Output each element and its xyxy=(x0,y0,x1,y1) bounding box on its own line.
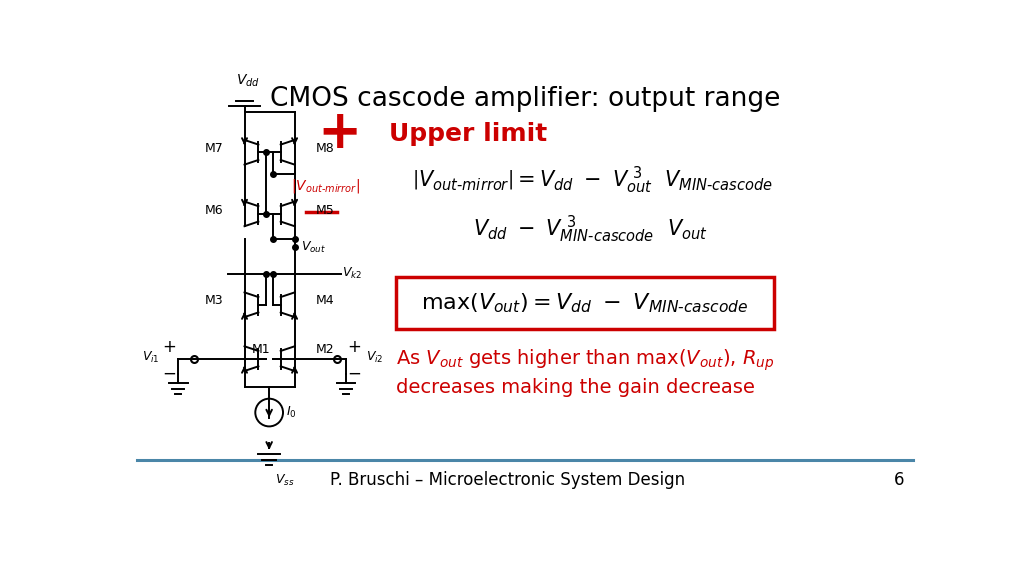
Text: $I_0$: $I_0$ xyxy=(286,405,297,420)
Text: $-$: $-$ xyxy=(162,363,176,381)
Text: Upper limit: Upper limit xyxy=(388,122,547,146)
Text: $+$: $+$ xyxy=(162,338,176,356)
Text: 6: 6 xyxy=(894,471,904,489)
Text: $\boldsymbol{+}$: $\boldsymbol{+}$ xyxy=(316,107,357,159)
Text: M1: M1 xyxy=(252,343,270,356)
Text: $V_{dd}$: $V_{dd}$ xyxy=(237,73,260,89)
Text: $-$: $-$ xyxy=(347,363,360,381)
Text: decreases making the gain decrease: decreases making the gain decrease xyxy=(396,378,755,397)
Text: $V_{out}$: $V_{out}$ xyxy=(301,240,326,255)
Text: $V_{i2}$: $V_{i2}$ xyxy=(367,350,384,365)
Text: $V_{dd}\ -\ V_{MIN\text{-} cascode}^{\ 3}\ \ V_{out}$: $V_{dd}\ -\ V_{MIN\text{-} cascode}^{\ 3… xyxy=(473,214,708,245)
Text: $|V_{out\text{-}mirror}|$: $|V_{out\text{-}mirror}|$ xyxy=(291,177,359,195)
Text: M2: M2 xyxy=(316,343,335,356)
Text: M5: M5 xyxy=(316,203,335,217)
Text: CMOS cascode amplifier: output range: CMOS cascode amplifier: output range xyxy=(269,86,780,112)
Text: M6: M6 xyxy=(205,203,223,217)
Text: $\left|V_{out\text{-} mirror}\right| = V_{dd}\ -\ V_{out}^{\ 3}\ \ V_{MIN\text{-: $\left|V_{out\text{-} mirror}\right| = V… xyxy=(412,164,773,196)
Text: $\mathrm{max}(V_{out}) = V_{dd}\ -\ V_{MIN\text{-} cascode}$: $\mathrm{max}(V_{out}) = V_{dd}\ -\ V_{M… xyxy=(421,291,749,315)
Text: M3: M3 xyxy=(205,294,223,308)
Text: As $V_{out}$ gets higher than max($V_{out}$), $R_{up}$: As $V_{out}$ gets higher than max($V_{ou… xyxy=(396,347,774,373)
Text: $V_{k2}$: $V_{k2}$ xyxy=(342,266,362,282)
Text: M4: M4 xyxy=(316,294,335,308)
Text: M7: M7 xyxy=(205,142,223,155)
Bar xyxy=(396,277,773,329)
Text: $+$: $+$ xyxy=(347,338,360,356)
Text: $V_{i1}$: $V_{i1}$ xyxy=(142,350,160,365)
Text: $V_{ss}$: $V_{ss}$ xyxy=(275,472,295,488)
Text: M8: M8 xyxy=(316,142,335,155)
Text: P. Bruschi – Microelectronic System Design: P. Bruschi – Microelectronic System Desi… xyxy=(331,471,685,489)
